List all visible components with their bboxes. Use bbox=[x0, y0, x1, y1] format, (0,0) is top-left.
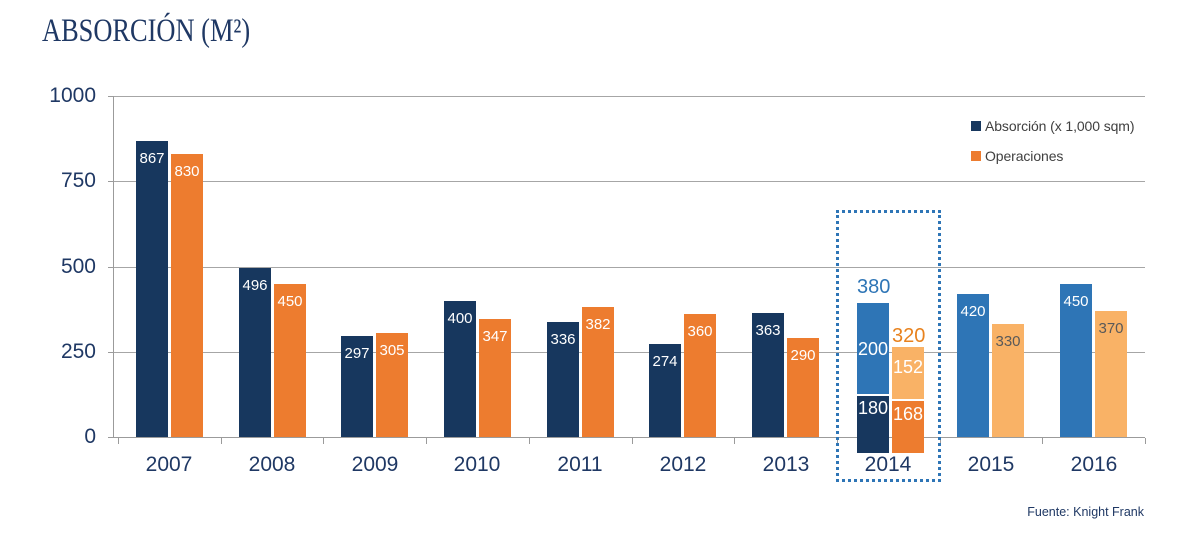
x-tick-label-2010: 2010 bbox=[453, 453, 501, 476]
y-tick-0 bbox=[108, 437, 113, 438]
bar-absorcion-2007: 867 bbox=[136, 141, 168, 437]
label-operaciones-2016: 370 bbox=[1098, 320, 1124, 337]
bar-2014-operaciones-top-segment bbox=[892, 347, 924, 399]
label-absorcion-2011: 336 bbox=[550, 331, 576, 348]
label-absorcion-2008: 496 bbox=[242, 277, 268, 294]
x-tick-label-2007: 2007 bbox=[145, 453, 193, 476]
y-tick-label-0: 0 bbox=[84, 425, 96, 448]
label-absorcion-2007: 867 bbox=[139, 150, 165, 167]
label-2014-operaciones-bottom-segment: 168 bbox=[892, 404, 924, 424]
y-tick-label-750: 750 bbox=[60, 169, 96, 192]
gridline-500 bbox=[113, 267, 1145, 268]
chart-title: ABSORCIÓN (M²) bbox=[42, 13, 251, 49]
label-operaciones-2008: 450 bbox=[277, 293, 303, 310]
bar-operaciones-2007: 830 bbox=[171, 154, 203, 437]
bar-operaciones-2008: 450 bbox=[274, 284, 306, 437]
bar-absorcion-2016: 450 bbox=[1060, 284, 1092, 437]
bar-absorcion-2009: 297 bbox=[341, 336, 373, 437]
label-absorcion-2009: 297 bbox=[344, 345, 370, 362]
legend-label-operaciones: Operaciones bbox=[985, 148, 1064, 164]
source-note: Fuente: Knight Frank bbox=[1027, 505, 1144, 519]
legend-label-absorcion: Absorción (x 1,000 sqm) bbox=[985, 118, 1135, 134]
bar-absorcion-2015: 420 bbox=[957, 294, 989, 437]
label-operaciones-2010: 347 bbox=[482, 328, 508, 345]
x-tick-label-2014: 2014 bbox=[864, 453, 912, 476]
label-2014-absorcion-bottom-segment: 180 bbox=[857, 398, 889, 418]
label-2014-absorcion-total: 380 bbox=[857, 276, 891, 298]
bar-absorcion-2013: 363 bbox=[752, 313, 784, 437]
x-tick-1 bbox=[221, 438, 222, 444]
bar-operaciones-2013: 290 bbox=[787, 338, 819, 437]
gridline-250 bbox=[113, 352, 1145, 353]
legend-swatch-absorcion bbox=[971, 121, 981, 131]
y-tick-250 bbox=[108, 352, 113, 353]
x-tick-label-2011: 2011 bbox=[557, 453, 603, 476]
label-2014-operaciones-top-segment: 152 bbox=[892, 357, 924, 377]
x-axis-line bbox=[113, 437, 1145, 438]
label-operaciones-2013: 290 bbox=[790, 347, 816, 364]
bar-2014-operaciones-bottom-segment bbox=[892, 401, 924, 453]
x-tick-3 bbox=[426, 438, 427, 444]
legend-swatch-operaciones bbox=[971, 151, 981, 161]
y-tick-label-1000: 1000 bbox=[49, 84, 96, 107]
y-tick-label-500: 500 bbox=[60, 255, 96, 278]
bar-operaciones-2016: 370 bbox=[1095, 311, 1127, 437]
bar-operaciones-2015: 330 bbox=[992, 324, 1024, 437]
legend: Absorción (x 1,000 sqm) Operaciones bbox=[971, 116, 1135, 176]
bar-absorcion-2012: 274 bbox=[649, 344, 681, 437]
label-2014-absorcion-top-segment: 200 bbox=[857, 339, 889, 359]
label-2014-operaciones-total: 320 bbox=[892, 325, 926, 347]
x-tick-2 bbox=[323, 438, 324, 444]
label-absorcion-2010: 400 bbox=[447, 310, 473, 327]
x-tick-label-2013: 2013 bbox=[762, 453, 810, 476]
y-axis-line bbox=[113, 96, 114, 437]
x-tick-9 bbox=[1042, 438, 1043, 444]
legend-item-operaciones: Operaciones bbox=[971, 146, 1134, 166]
x-tick-label-2015: 2015 bbox=[967, 453, 1015, 476]
x-tick-label-2009: 2009 bbox=[351, 453, 399, 476]
label-absorcion-2015: 420 bbox=[960, 303, 986, 320]
highlight-box bbox=[836, 210, 941, 482]
bar-absorcion-2010: 400 bbox=[444, 301, 476, 437]
bar-absorcion-2011: 336 bbox=[547, 322, 579, 437]
x-tick-6 bbox=[734, 438, 735, 444]
bar-absorcion-2008: 496 bbox=[239, 268, 271, 437]
bar-2014-absorcion-bottom-segment bbox=[857, 396, 889, 453]
label-absorcion-2013: 363 bbox=[755, 322, 781, 339]
gridline-1000 bbox=[113, 96, 1145, 97]
label-operaciones-2007: 830 bbox=[174, 163, 200, 180]
gridline-750 bbox=[113, 181, 1145, 182]
bar-operaciones-2011: 382 bbox=[582, 307, 614, 437]
label-absorcion-2012: 274 bbox=[652, 353, 678, 370]
x-tick-4 bbox=[529, 438, 530, 444]
x-tick-label-2012: 2012 bbox=[659, 453, 707, 476]
y-tick-500 bbox=[108, 267, 113, 268]
x-tick-label-2016: 2016 bbox=[1070, 453, 1118, 476]
label-operaciones-2015: 330 bbox=[995, 333, 1021, 350]
label-absorcion-2016: 450 bbox=[1063, 293, 1089, 310]
y-tick-label-250: 250 bbox=[60, 340, 96, 363]
bar-2014-absorcion-top-segment bbox=[857, 303, 889, 394]
bar-operaciones-2009: 305 bbox=[376, 333, 408, 437]
y-tick-1000 bbox=[108, 96, 113, 97]
bar-operaciones-2012: 360 bbox=[684, 314, 716, 437]
label-operaciones-2009: 305 bbox=[379, 342, 405, 359]
x-tick-5 bbox=[632, 438, 633, 444]
label-operaciones-2012: 360 bbox=[687, 323, 713, 340]
x-tick-0 bbox=[118, 438, 119, 444]
bar-operaciones-2010: 347 bbox=[479, 319, 511, 437]
y-tick-750 bbox=[108, 181, 113, 182]
x-tick-10 bbox=[1145, 438, 1146, 444]
x-tick-label-2008: 2008 bbox=[248, 453, 296, 476]
label-operaciones-2011: 382 bbox=[585, 316, 611, 333]
legend-item-absorcion: Absorción (x 1,000 sqm) bbox=[971, 116, 1135, 136]
